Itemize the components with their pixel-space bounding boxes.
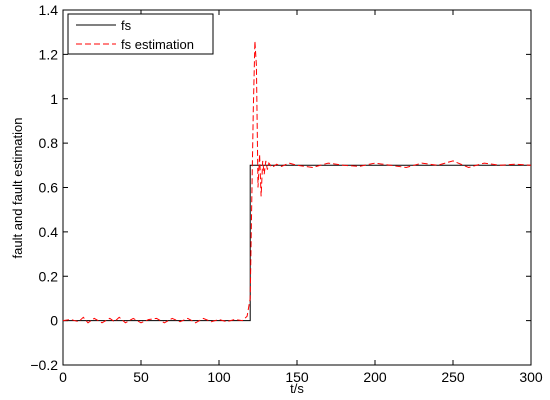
legend-label-fs: fs [121,18,132,33]
series-line-fs-estimation [62,41,532,324]
y-tick-label: 0 [50,313,58,329]
y-tick-label: 0.4 [39,224,59,240]
y-tick-label: −0.2 [30,357,58,373]
x-tick-label: 200 [363,369,387,385]
plot-area [62,9,532,366]
x-tick-label: 300 [519,369,543,385]
x-tick-label: 250 [441,369,465,385]
y-tick-label: 1 [50,91,58,107]
x-tick-label: 150 [285,369,309,385]
x-axis-label: t/s [290,381,304,396]
y-tick-label: 1.2 [39,46,59,62]
series-layer [62,41,532,324]
y-axis-label: fault and fault estimation [10,118,25,259]
axis-ticks: 0 50 100 150 200 250 300−0.200.20.40.60.811.21… [30,2,543,385]
x-tick-label: 0 [59,369,67,385]
y-tick-label: 0.8 [39,135,59,151]
legend-box [67,13,214,55]
y-tick-label: 0.6 [39,180,59,196]
legend: fs fs estimation [67,13,214,55]
x-tick-label: 100 [207,369,231,385]
x-tick-label: 50 [133,369,149,385]
y-tick-label: 0.2 [39,268,59,284]
y-tick-label: 1.4 [39,2,59,18]
legend-label-fs-estimation: fs estimation [121,37,194,52]
